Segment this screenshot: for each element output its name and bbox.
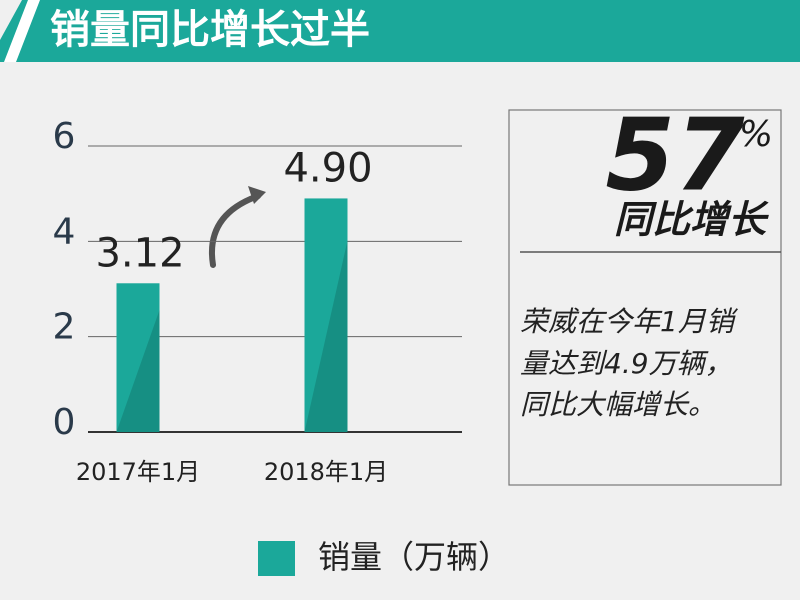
y-tick-label: 4	[53, 211, 76, 252]
legend-label: 销量（万辆）	[318, 538, 510, 576]
chart-title: 销量同比增长过半	[50, 7, 370, 53]
header-slash	[0, 0, 22, 40]
legend-swatch	[258, 541, 295, 576]
growth-arrow-head	[248, 186, 266, 204]
y-tick-label: 6	[53, 116, 76, 157]
x-tick-label: 2017年1月	[76, 458, 200, 486]
header-stripe	[4, 0, 40, 62]
y-tick-label: 0	[53, 402, 76, 443]
bar-shade	[304, 240, 348, 432]
bar	[304, 198, 348, 432]
y-tick-label: 2	[53, 307, 76, 348]
annotation-text: 同比大幅增长。	[520, 388, 716, 421]
bar-shade	[116, 310, 160, 432]
annotation-caption: 同比增长	[614, 198, 769, 242]
bar	[116, 283, 160, 432]
header-band	[0, 0, 800, 62]
annotation-text: 荣威在今年1月销	[520, 305, 739, 338]
annotation-unit: %	[739, 114, 773, 155]
growth-arrow	[209, 193, 261, 268]
annotation-box	[508, 109, 782, 486]
value-label: 4.90	[283, 145, 372, 191]
annotation-number: 57	[605, 96, 745, 213]
value-label: 3.12	[95, 230, 184, 276]
annotation-text: 量达到4.9万辆，	[520, 347, 733, 380]
x-tick-label: 2018年1月	[264, 458, 388, 486]
